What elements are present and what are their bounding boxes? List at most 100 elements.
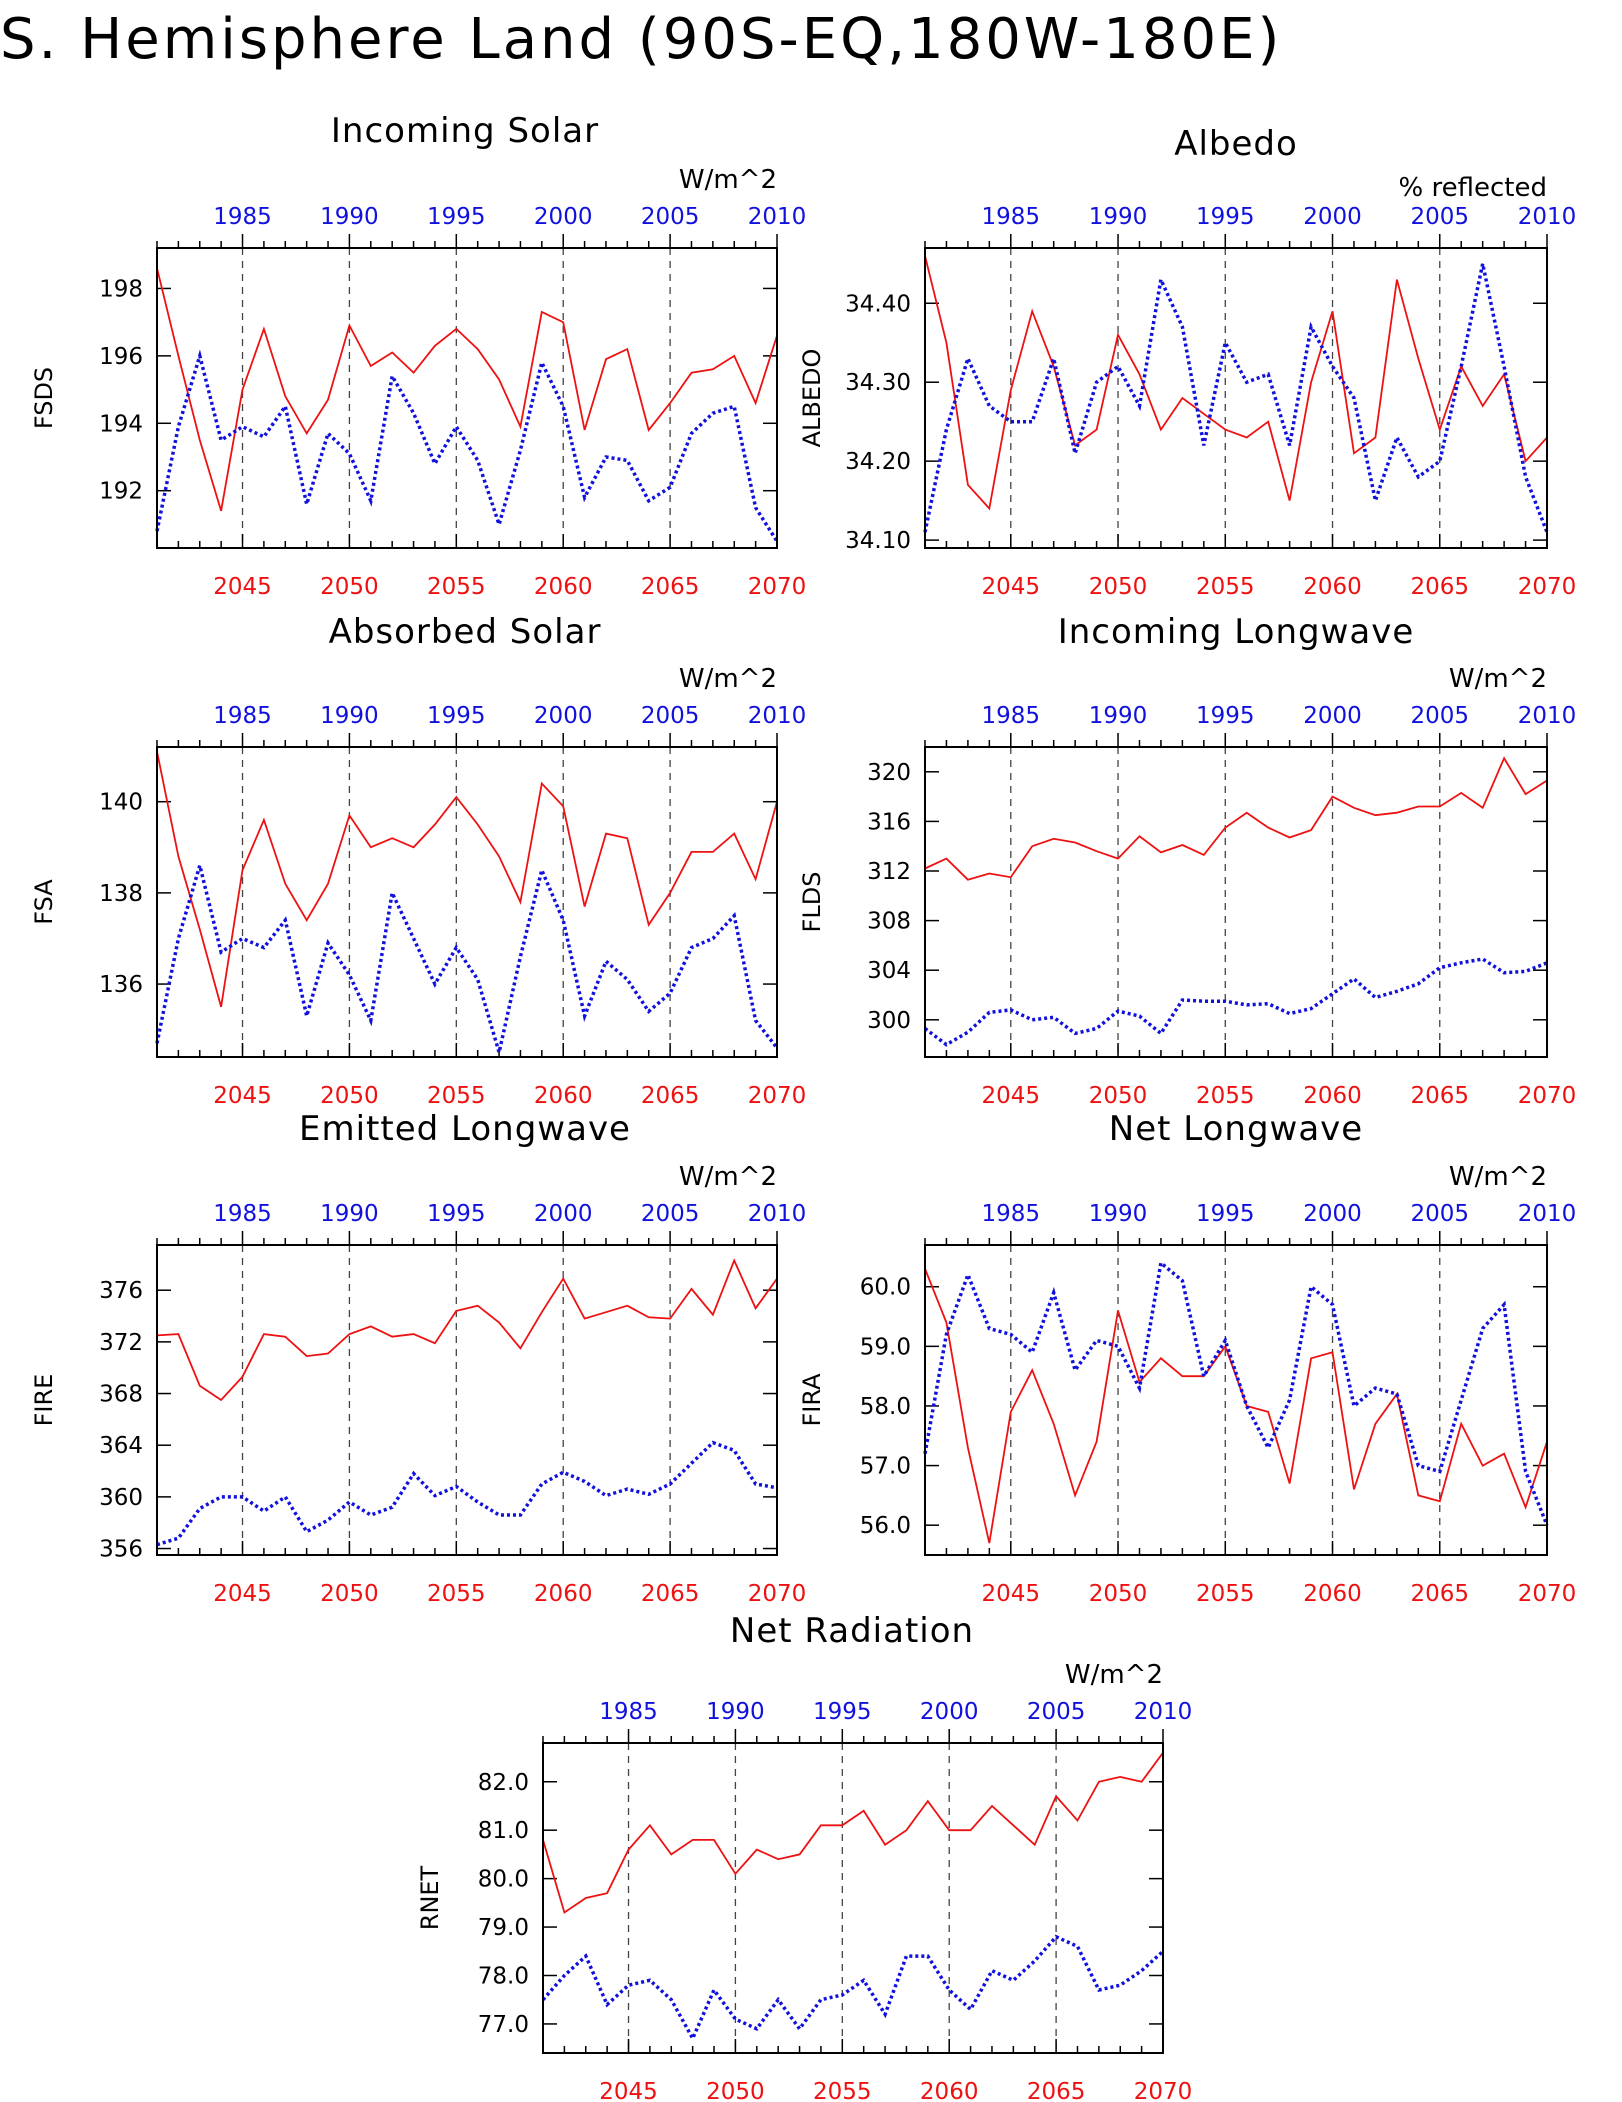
x-tick-label-bottom: 2045 [213,1083,272,1109]
y-axis-label: FIRE [30,1374,58,1427]
x-tick-label-bottom: 2070 [1134,2079,1193,2102]
x-tick-label-top: 2005 [1410,204,1469,230]
x-tick-label-top: 2005 [1410,1201,1469,1227]
x-tick-label-bottom: 2060 [534,1581,593,1607]
x-tick-label-bottom: 2050 [320,574,379,600]
x-tick-label-bottom: 2070 [1518,1581,1577,1607]
chart-panel-albedo: Albedo % reflected 2045 2050 2055 2060 2065 207… [798,124,1576,600]
x-tick-label-top: 2000 [534,204,593,230]
y-tick-label: 316 [867,809,911,835]
y-tick-label: 79.0 [478,1915,529,1941]
plot-frame [542,1742,1164,2054]
x-tick-label-bottom: 2045 [982,1083,1041,1109]
chart-title: Net Longwave [1109,1109,1363,1149]
x-tick-label-top: 1985 [213,1201,272,1227]
units-label: W/m^2 [1449,664,1547,694]
x-tick-label-bottom: 2050 [1089,574,1148,600]
x-tick-label-top: 2005 [1027,1699,1086,1725]
x-tick-label-bottom: 2050 [706,2079,765,2102]
y-tick-label: 77.0 [478,2012,529,2038]
y-tick-label: 81.0 [478,1818,529,1844]
x-tick-label-top: 1990 [320,1201,379,1227]
x-tick-label-bottom: 2055 [427,1581,486,1607]
y-tick-label: 60.0 [860,1275,911,1301]
series-line-future [156,751,778,1008]
x-tick-label-bottom: 2070 [1518,1083,1577,1109]
x-tick-label-top: 1990 [1089,204,1148,230]
x-tick-label-bottom: 2065 [1410,574,1469,600]
x-tick-label-top: 1995 [1196,1201,1255,1227]
x-tick-label-top: 2010 [1134,1699,1193,1725]
x-tick-label-bottom: 2055 [1196,574,1255,600]
series-line-historical [156,1440,778,1547]
x-tick-label-bottom: 2050 [320,1083,379,1109]
y-tick-label: 56.0 [860,1513,911,1539]
x-tick-label-bottom: 2045 [213,574,272,600]
page-title: S. Hemisphere Land (90S-EQ,180W-180E) [0,7,1283,72]
chart-title: Emitted Longwave [299,1109,631,1149]
chart-panel-fire: Emitted Longwave W/m^2 2045 2050 2055 2060 206… [30,1109,806,1607]
series-line-historical [155,349,779,543]
plot-frame [156,746,778,1058]
chart-title: Incoming Solar [331,111,599,151]
x-tick-label-top: 1990 [320,204,379,230]
x-tick-label-top: 2000 [1303,703,1362,729]
y-tick-label: 78.0 [478,1964,529,1990]
y-tick-label: 320 [867,760,911,786]
x-tick-label-bottom: 2055 [1196,1581,1255,1607]
series-line-future [156,267,778,512]
chart-title: Absorbed Solar [329,612,602,652]
plot-frame [156,247,778,549]
x-tick-label-bottom: 2045 [599,2079,658,2102]
x-tick-label-top: 1985 [982,204,1041,230]
units-label: % reflected [1399,173,1547,203]
x-tick-label-top: 2000 [534,1201,593,1227]
y-tick-label: 34.10 [845,528,911,554]
y-tick-label: 360 [99,1485,143,1511]
y-axis-label: FLDS [798,872,826,933]
x-tick-label-bottom: 2045 [982,574,1041,600]
x-tick-label-bottom: 2060 [920,2079,979,2102]
x-tick-label-bottom: 2065 [641,1581,700,1607]
x-tick-label-top: 1990 [320,703,379,729]
plot-frame [924,247,1548,549]
x-tick-label-bottom: 2065 [641,574,700,600]
x-tick-label-top: 1985 [213,204,272,230]
x-tick-label-top: 1995 [1196,703,1255,729]
x-tick-label-top: 1990 [1089,703,1148,729]
x-tick-label-bottom: 2070 [748,1083,807,1109]
chart-panel-fsa: Absorbed Solar W/m^2 2045 2050 2055 2060 2065 2… [30,612,806,1109]
x-tick-label-bottom: 2065 [1410,1083,1469,1109]
y-axis-label: FIRA [798,1373,826,1427]
y-tick-label: 368 [99,1382,143,1408]
x-tick-label-bottom: 2070 [1518,574,1577,600]
plot-frame [924,1244,1548,1556]
plot-frame [924,746,1548,1058]
x-tick-label-bottom: 2055 [427,574,486,600]
y-tick-label: 59.0 [860,1334,911,1360]
chart-title: Net Radiation [730,1611,974,1651]
x-tick-label-bottom: 2060 [534,1083,593,1109]
y-tick-label: 80.0 [478,1867,529,1893]
series-line-future [156,1258,778,1402]
units-label: W/m^2 [679,664,777,694]
y-tick-label: 304 [867,958,911,984]
y-tick-label: 58.0 [860,1394,911,1420]
x-tick-label-bottom: 2050 [320,1581,379,1607]
x-tick-label-top: 2000 [1303,1201,1362,1227]
x-tick-label-top: 1990 [706,1699,765,1725]
chart-panel-fira: Net Longwave W/m^2 2045 2050 2055 2060 2065 207… [798,1109,1576,1607]
x-tick-label-bottom: 2055 [427,1083,486,1109]
x-tick-label-bottom: 2060 [1303,1083,1362,1109]
y-axis-label: ALBEDO [798,349,826,448]
y-tick-label: 57.0 [860,1454,911,1480]
x-tick-label-bottom: 2070 [748,1581,807,1607]
units-label: W/m^2 [1065,1660,1163,1690]
y-tick-label: 300 [867,1008,911,1034]
x-tick-label-bottom: 2060 [1303,1581,1362,1607]
x-tick-label-bottom: 2060 [1303,574,1362,600]
x-tick-label-bottom: 2065 [1027,2079,1086,2102]
series-line-future [542,1752,1164,1914]
x-tick-label-bottom: 2055 [1196,1083,1255,1109]
x-tick-label-top: 2005 [641,1201,700,1227]
